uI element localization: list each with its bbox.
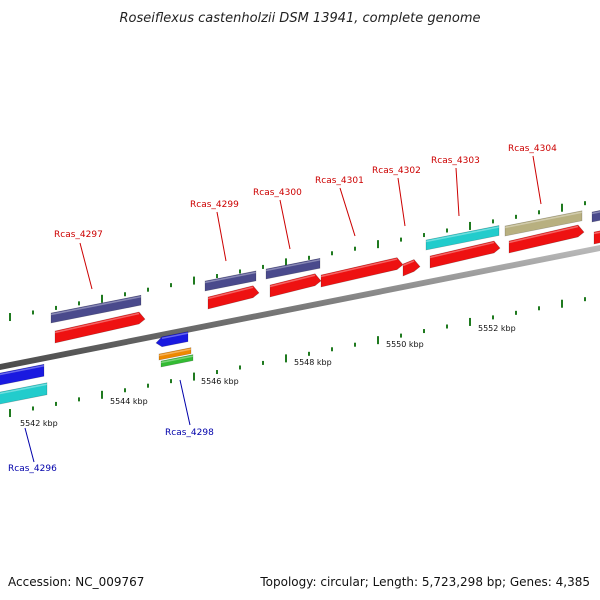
gene-label-rcas-4298[interactable]: Rcas_4298	[165, 428, 214, 438]
cds-rcas-4300-highlight	[269, 274, 316, 288]
gene-label-rcas-4299[interactable]: Rcas_4299	[190, 200, 239, 210]
gene-rcas-4297	[50, 294, 142, 324]
gene-rcas-4296	[0, 363, 45, 386]
gene-label-rcas-4297[interactable]: Rcas_4297	[54, 230, 103, 240]
gene-label-rcas-4304[interactable]: Rcas_4304	[508, 144, 557, 154]
ruler-label-5544: 5544 kbp	[110, 397, 148, 406]
cds-rcas-4304	[508, 224, 585, 254]
ruler-label-5546: 5546 kbp	[201, 377, 239, 386]
gene-rcas-4304	[504, 210, 583, 237]
gene-label-rcas-4296[interactable]: Rcas_4296	[8, 464, 57, 474]
gene-offscreen-1	[591, 210, 600, 223]
gene-label-rcas-4301[interactable]: Rcas_4301	[315, 176, 364, 186]
gene-rcas-4300	[265, 257, 321, 280]
gene-rcas-4297-highlight	[50, 295, 142, 316]
gene-rcas-4303	[425, 225, 500, 251]
gene-rcas-4298-highlight	[161, 332, 189, 340]
accession-text: Accession: NC_009767	[8, 575, 144, 589]
genome-summary-text: Topology: circular; Length: 5,723,298 bp…	[259, 575, 590, 589]
leader-rcas-4304	[532, 155, 542, 205]
cds-offscreen-1-highlight	[593, 231, 600, 235]
cds-rcas-4296-highlight	[0, 383, 48, 395]
leader-rcas-4303	[455, 167, 460, 217]
gene-label-rcas-4303[interactable]: Rcas_4303	[431, 156, 480, 166]
gene-rcas-4303-highlight	[425, 226, 500, 243]
feature-rcas-4298-orange-highlight	[158, 348, 192, 357]
cds-rcas-4301-highlight	[320, 258, 398, 278]
cds-rcas-4304-highlight	[508, 225, 579, 244]
cds-rcas-4297	[54, 311, 146, 344]
gene-label-rcas-4302[interactable]: Rcas_4302	[372, 166, 421, 176]
cds-rcas-4300	[269, 273, 322, 298]
gene-label-rcas-4300[interactable]: Rcas_4300	[253, 188, 302, 198]
gene-rcas-4300-highlight	[265, 259, 321, 272]
cds-rcas-4299-highlight	[207, 286, 254, 300]
leader-rcas-4298	[179, 379, 191, 426]
cds-rcas-4303-highlight	[429, 241, 495, 259]
ruler-label-5542: 5542 kbp	[20, 419, 58, 428]
feature-rcas-4298-green-highlight	[160, 355, 194, 364]
leader-rcas-4300	[279, 199, 291, 250]
ruler-label-5552: 5552 kbp	[478, 324, 516, 333]
cds-rcas-4302	[402, 259, 421, 277]
ruler-ticks	[9, 201, 586, 418]
gene-rcas-4296-highlight	[0, 365, 45, 376]
cds-rcas-4302-highlight	[402, 260, 415, 267]
gene-rcas-4298	[155, 331, 189, 348]
ruler-label-5550: 5550 kbp	[386, 340, 424, 349]
gene-offscreen-1-highlight	[591, 211, 600, 215]
gene-rcas-4304-highlight	[504, 211, 583, 229]
label-leaders	[24, 155, 542, 463]
map-title: Roseiflexus castenholzii DSM 13941, comp…	[120, 11, 481, 26]
gene-rcas-4299-highlight	[204, 271, 257, 284]
cds-rcas-4297-highlight	[54, 312, 140, 334]
leader-rcas-4297	[79, 242, 93, 290]
feature-rcas-4298-orange	[158, 347, 192, 361]
leader-rcas-4301	[339, 187, 356, 237]
cds-rcas-4299	[207, 285, 260, 310]
leader-rcas-4299	[216, 211, 227, 262]
cds-rcas-4303	[429, 240, 501, 269]
ruler-label-5548: 5548 kbp	[294, 358, 332, 367]
leader-rcas-4296	[24, 427, 35, 463]
cds-rcas-4301	[320, 257, 404, 288]
cds-offscreen-1	[593, 230, 600, 245]
genome-backbone	[0, 245, 600, 370]
cds-rcas-4296	[0, 382, 48, 405]
gene-rcas-4299	[204, 270, 257, 292]
feature-rcas-4298-green	[160, 354, 194, 368]
leader-rcas-4302	[397, 177, 406, 227]
gene-features	[0, 210, 600, 405]
